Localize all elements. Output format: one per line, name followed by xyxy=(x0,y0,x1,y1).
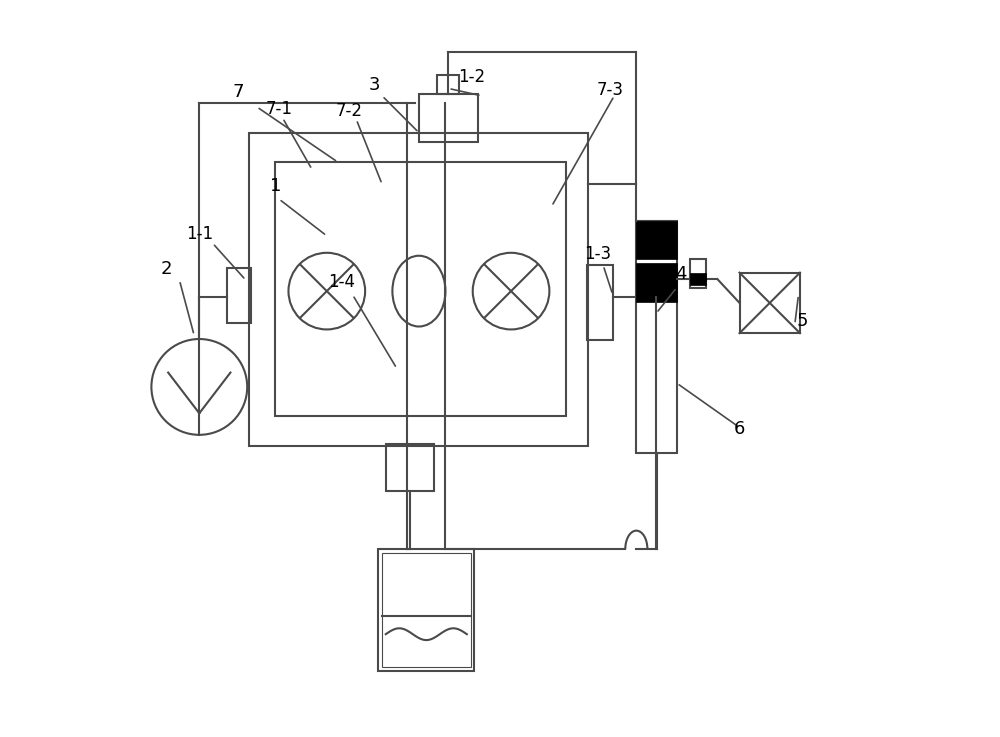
Bar xyxy=(587,265,613,340)
Text: 6: 6 xyxy=(734,420,745,438)
Bar xyxy=(636,221,677,453)
Bar xyxy=(690,278,706,285)
Bar xyxy=(275,162,566,416)
Bar xyxy=(636,221,677,259)
Text: 7: 7 xyxy=(233,83,244,101)
Text: 2: 2 xyxy=(160,260,172,278)
Text: 4: 4 xyxy=(675,265,686,283)
Bar xyxy=(690,273,706,280)
Text: 7-1: 7-1 xyxy=(265,100,292,118)
Text: 3: 3 xyxy=(369,76,380,94)
Bar xyxy=(740,273,800,333)
Bar xyxy=(249,133,588,446)
Bar xyxy=(636,263,677,301)
Bar xyxy=(378,549,474,671)
Text: 1-3: 1-3 xyxy=(584,245,611,263)
Bar xyxy=(437,75,459,94)
Text: 7-2: 7-2 xyxy=(335,102,362,119)
Text: 5: 5 xyxy=(796,312,808,329)
Text: 1-1: 1-1 xyxy=(186,225,214,242)
Text: 1-2: 1-2 xyxy=(458,69,486,86)
Text: 1-4: 1-4 xyxy=(328,273,355,290)
Bar xyxy=(690,259,706,288)
Bar xyxy=(419,94,478,142)
Bar xyxy=(382,553,471,667)
Bar xyxy=(386,444,434,491)
Bar xyxy=(227,268,251,323)
Text: 7-3: 7-3 xyxy=(597,81,624,99)
Text: 1: 1 xyxy=(270,177,281,195)
